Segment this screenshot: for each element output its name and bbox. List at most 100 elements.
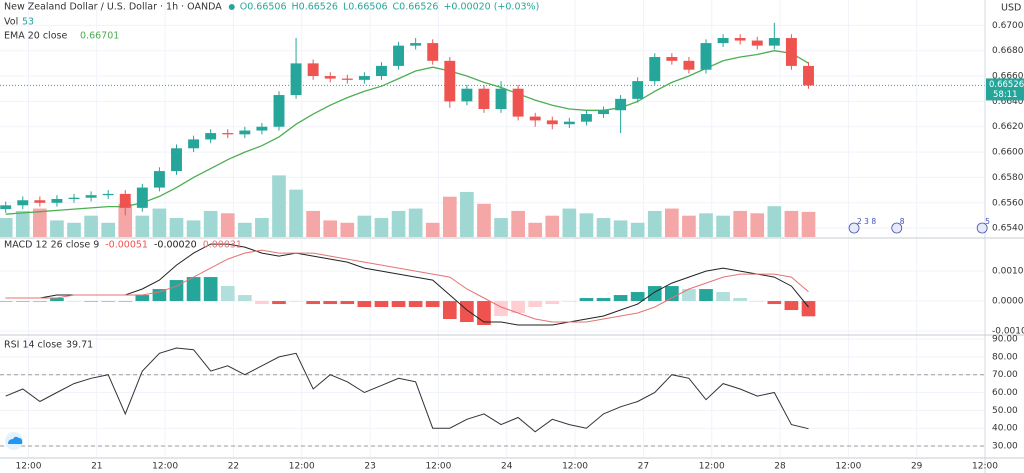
candle-body bbox=[188, 139, 200, 149]
macd-histogram-bar bbox=[391, 301, 406, 308]
x-tick-label: 24 bbox=[501, 462, 513, 472]
volume-bar bbox=[767, 206, 782, 237]
candle-body bbox=[324, 76, 336, 79]
ohlc-readout: O0.66506 bbox=[240, 2, 287, 13]
y-tick-label: 70.00 bbox=[992, 370, 1018, 380]
macd-histogram-bar bbox=[442, 301, 457, 320]
macd-histogram-bar bbox=[0, 301, 13, 302]
macd-histogram-bar bbox=[33, 301, 47, 302]
candle-body bbox=[51, 198, 63, 203]
volume-bar bbox=[169, 218, 184, 237]
candle-body bbox=[205, 133, 217, 140]
candle-body bbox=[751, 40, 763, 46]
volume-bar bbox=[357, 215, 372, 237]
macd-histogram-bar bbox=[733, 298, 748, 302]
candle-body bbox=[444, 60, 456, 102]
volume-bar bbox=[528, 222, 543, 237]
candle-body bbox=[563, 121, 575, 125]
chart-title: New Zealand Dollar / U.S. Dollar · 1h · … bbox=[4, 2, 222, 13]
volume-bar bbox=[306, 210, 320, 237]
macd-histogram-bar bbox=[596, 298, 611, 302]
x-tick-label: 12:00 bbox=[562, 462, 588, 472]
volume-bar bbox=[613, 220, 628, 237]
volume-bar bbox=[289, 189, 303, 237]
x-tick-label: 12:00 bbox=[699, 462, 725, 472]
y-tick-label: 90.00 bbox=[992, 335, 1018, 345]
last-price-label: 0.66526 bbox=[989, 80, 1024, 90]
volume-bar bbox=[0, 218, 13, 237]
volume-bar bbox=[272, 175, 286, 237]
event-flag[interactable] bbox=[848, 222, 860, 234]
volume-bar bbox=[545, 215, 560, 237]
volume-bar bbox=[784, 210, 799, 237]
candle-body bbox=[649, 57, 661, 82]
macd-histogram-bar bbox=[84, 301, 98, 302]
candle-body bbox=[68, 197, 80, 199]
macd-histogram-bar bbox=[801, 301, 816, 317]
macd-histogram-bar bbox=[272, 301, 286, 305]
x-tick-label: 12:00 bbox=[835, 462, 861, 472]
macd-histogram-bar bbox=[750, 301, 765, 302]
macd-histogram-bar bbox=[50, 298, 64, 302]
macd-histogram-bar bbox=[647, 286, 662, 302]
macd-histogram-bar bbox=[101, 301, 116, 302]
volume-label: Vol bbox=[4, 17, 18, 28]
macd-histogram-bar bbox=[306, 301, 320, 305]
candle-body bbox=[717, 38, 729, 44]
macd-histogram-bar bbox=[15, 301, 30, 302]
x-tick-label: 22 bbox=[228, 462, 239, 472]
macd-histogram-bar bbox=[528, 301, 543, 308]
candle-body bbox=[290, 63, 302, 96]
macd-readout: 0.00031 bbox=[203, 240, 242, 251]
event-flag[interactable] bbox=[976, 222, 988, 234]
macd-histogram-bar bbox=[665, 286, 679, 302]
candle-body bbox=[102, 193, 114, 196]
macd-line bbox=[5, 243, 809, 326]
volume-bar bbox=[255, 218, 269, 237]
macd-histogram-bar bbox=[237, 295, 252, 302]
macd-histogram-bar bbox=[408, 301, 423, 308]
macd-histogram-bar bbox=[357, 301, 372, 308]
candle-body bbox=[393, 45, 405, 66]
status-dot bbox=[228, 4, 235, 10]
event-flag[interactable] bbox=[891, 222, 903, 234]
macd-histogram-bar bbox=[323, 301, 338, 305]
macd-histogram-bar bbox=[169, 280, 184, 302]
candle-body bbox=[0, 205, 12, 210]
candle-body bbox=[136, 187, 148, 208]
volume-bar bbox=[203, 210, 218, 237]
candle-body bbox=[768, 38, 780, 46]
ohlc-readout: H0.66526 bbox=[292, 2, 338, 13]
candle-body bbox=[256, 126, 268, 131]
macd-histogram-bar bbox=[220, 286, 235, 302]
ohlc-readout: L0.66506 bbox=[343, 2, 388, 13]
ema-label: EMA 20 close bbox=[4, 31, 67, 42]
macd-histogram-bar bbox=[374, 301, 389, 308]
candle-body bbox=[119, 193, 131, 208]
candle-body bbox=[376, 65, 387, 77]
y-tick-label: 80.00 bbox=[992, 352, 1018, 362]
volume-bar bbox=[374, 218, 389, 237]
volume-bar bbox=[682, 215, 696, 237]
candle-body bbox=[666, 57, 678, 61]
candle-body bbox=[461, 88, 473, 102]
macd-histogram-bar bbox=[784, 301, 799, 311]
candle-body bbox=[546, 120, 558, 125]
macd-histogram-bar bbox=[340, 301, 355, 305]
rsi-line bbox=[5, 347, 809, 433]
volume-bar bbox=[15, 210, 30, 237]
x-tick-label: 28 bbox=[774, 462, 786, 472]
candle-body bbox=[171, 148, 182, 172]
macd-histogram-bar bbox=[135, 295, 150, 302]
macd-histogram-bar bbox=[613, 295, 628, 302]
event-label: 2 3 8 bbox=[857, 217, 876, 226]
x-tick-label: 12:00 bbox=[972, 462, 998, 472]
candle-body bbox=[34, 200, 46, 203]
volume-bar bbox=[118, 203, 133, 237]
